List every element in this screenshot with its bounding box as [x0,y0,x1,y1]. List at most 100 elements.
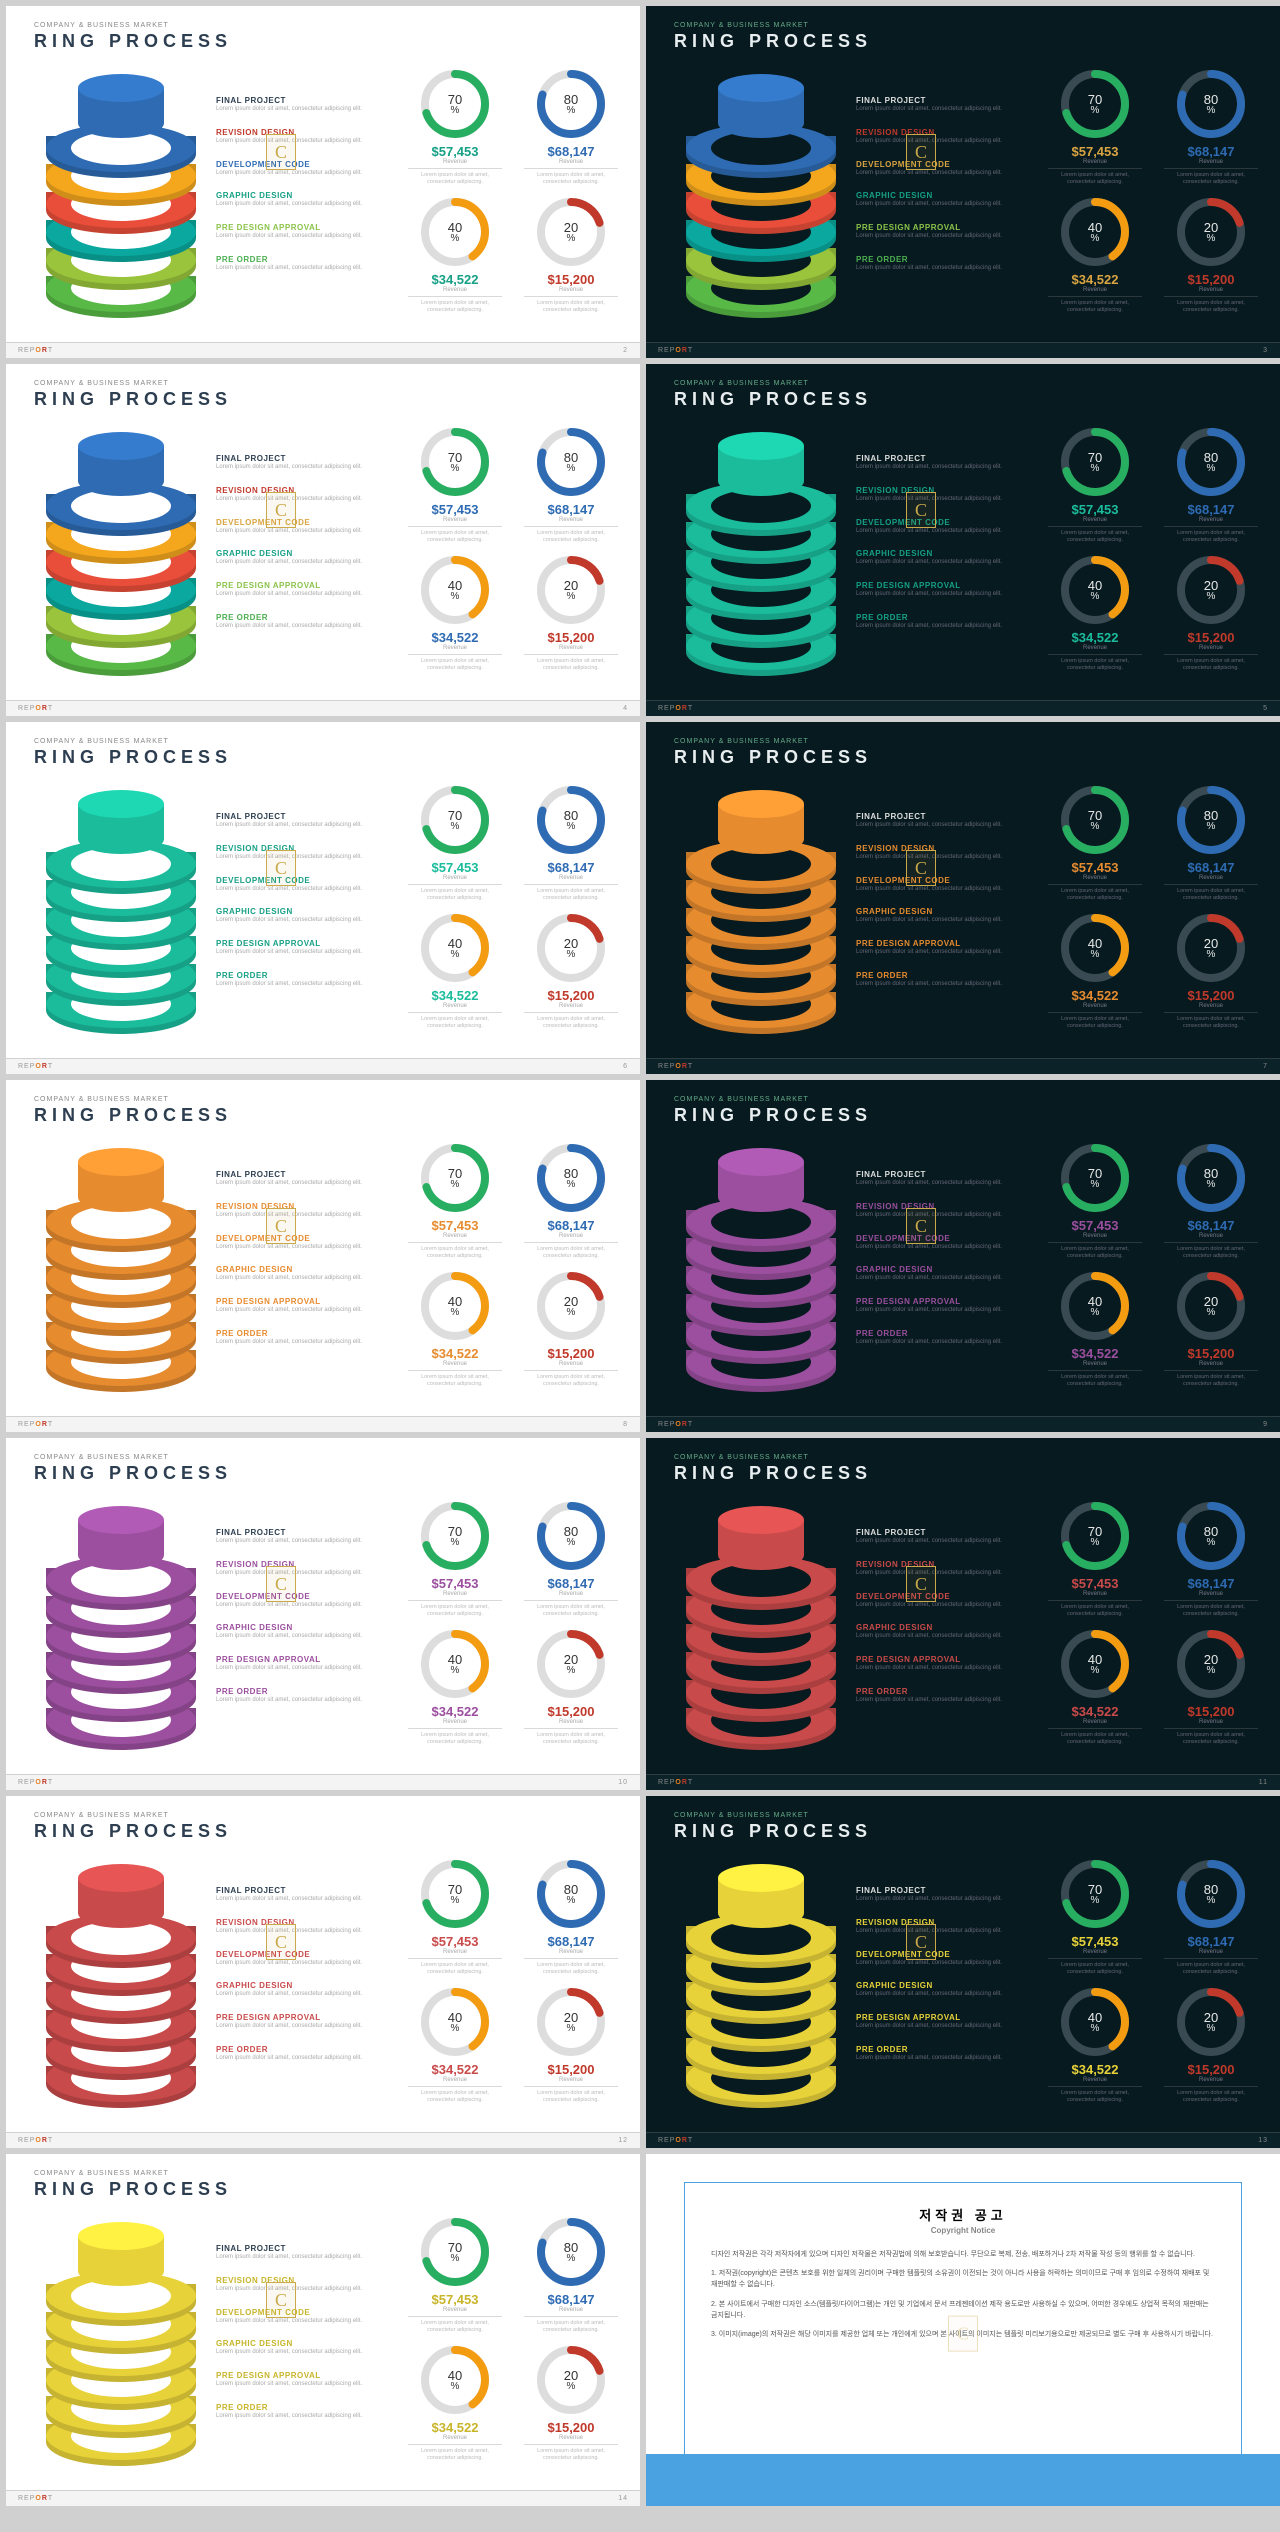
list-item-1: REVISION DESIGNLorem ipsum dolor sit ame… [856,1918,1046,1936]
metric-value: $57,453 [1048,1576,1142,1591]
header-subtitle: COMPANY & BUSINESS MARKET [674,22,872,29]
list-item-label: DEVELOPMENT CODE [856,876,1046,885]
list-item-0: FINAL PROJECTLorem ipsum dolor sit amet,… [856,1170,1046,1188]
metric-revenue-label: Revenue [1164,1003,1258,1013]
metrics-grid: 70% $57,453 Revenue Lorem ipsum dolor si… [1048,1858,1258,2105]
metric-value: $15,200 [524,988,618,1003]
donut-chart: 70% [1059,1142,1131,1214]
list-item-0: FINAL PROJECTLorem ipsum dolor sit amet,… [856,454,1046,472]
metric-1: 80% $68,147 Revenue Lorem ipsum dolor si… [524,784,618,902]
metric-2: 40% $34,522 Revenue Lorem ipsum dolor si… [408,1986,502,2104]
metric-revenue-label: Revenue [524,517,618,527]
metric-revenue-label: Revenue [524,645,618,655]
list-item-label: FINAL PROJECT [216,96,406,105]
metric-caption: Lorem ipsum dolor sit amet, consectetur … [408,1374,502,1388]
metric-revenue-label: Revenue [524,1361,618,1371]
slide-footer: REPORT2 [6,342,640,358]
list-item-1: REVISION DESIGNLorem ipsum dolor sit ame… [856,1202,1046,1220]
header-subtitle: COMPANY & BUSINESS MARKET [674,1454,872,1461]
award-badge-icon: C [906,1566,936,1602]
slide-header: COMPANY & BUSINESS MARKET RING PROCESS [674,738,872,768]
metric-value: $57,453 [408,502,502,517]
metric-value: $34,522 [408,272,502,287]
list-item-4: PRE DESIGN APPROVALLorem ipsum dolor sit… [856,223,1046,241]
cylinder-cap [78,74,164,102]
cylinder-cap [78,1506,164,1534]
donut-chart: 70% [419,68,491,140]
list-item-desc: Lorem ipsum dolor sit amet, consectetur … [216,1697,406,1705]
donut-chart: 70% [1059,426,1131,498]
list-item-label: FINAL PROJECT [216,1170,406,1179]
list-item-label: PRE DESIGN APPROVAL [216,223,406,232]
donut-percent: 40% [419,1986,491,2058]
metric-revenue-label: Revenue [408,159,502,169]
award-badge-icon: C [266,1924,296,1960]
metric-revenue-label: Revenue [1048,1591,1142,1601]
metric-0: 70% $57,453 Revenue Lorem ipsum dolor si… [408,1858,502,1976]
metric-value: $34,522 [1048,988,1142,1003]
metric-value: $34,522 [1048,272,1142,287]
metric-caption: Lorem ipsum dolor sit amet, consectetur … [408,1016,502,1030]
metric-value: $68,147 [1164,1934,1258,1949]
metric-caption: Lorem ipsum dolor sit amet, consectetur … [1164,2090,1258,2104]
process-list: FINAL PROJECTLorem ipsum dolor sit amet,… [856,454,1046,645]
page-number: 11 [1259,1779,1268,1786]
metric-revenue-label: Revenue [1164,287,1258,297]
metric-1: 80% $68,147 Revenue Lorem ipsum dolor si… [1164,1858,1258,1976]
award-badge-icon: C [906,850,936,886]
metric-1: 80% $68,147 Revenue Lorem ipsum dolor si… [1164,1142,1258,1260]
metric-revenue-label: Revenue [1048,1233,1142,1243]
page-number: 6 [623,1063,628,1070]
metric-value: $57,453 [408,2292,502,2307]
slide-2: COMPANY & BUSINESS MARKET RING PROCESS F… [6,6,640,358]
list-item-desc: Lorem ipsum dolor sit amet, consectetur … [856,1244,1046,1252]
list-item-desc: Lorem ipsum dolor sit amet, consectetur … [216,528,406,536]
donut-percent: 80% [1175,426,1247,498]
metric-revenue-label: Revenue [1048,1003,1142,1013]
metric-revenue-label: Revenue [408,2077,502,2087]
list-item-label: GRAPHIC DESIGN [856,191,1046,200]
list-item-desc: Lorem ipsum dolor sit amet, consectetur … [216,2286,406,2294]
list-item-label: DEVELOPMENT CODE [856,160,1046,169]
ring-stack [46,1854,196,2114]
metric-caption: Lorem ipsum dolor sit amet, consectetur … [1048,2090,1142,2104]
slide-footer: REPORT10 [6,1774,640,1790]
metric-2: 40% $34,522 Revenue Lorem ipsum dolor si… [1048,1986,1142,2104]
metric-revenue-label: Revenue [1164,1949,1258,1959]
metric-revenue-label: Revenue [524,2435,618,2445]
donut-chart: 80% [535,1142,607,1214]
metric-value: $34,522 [1048,1704,1142,1719]
metric-1: 80% $68,147 Revenue Lorem ipsum dolor si… [524,1142,618,1260]
list-item-5: PRE ORDERLorem ipsum dolor sit amet, con… [216,613,406,631]
list-item-label: REVISION DESIGN [856,1918,1046,1927]
footer-label: REPORT [658,705,693,712]
list-item-desc: Lorem ipsum dolor sit amet, consectetur … [856,1665,1046,1673]
metric-value: $15,200 [524,630,618,645]
header-subtitle: COMPANY & BUSINESS MARKET [34,380,232,387]
donut-percent: 20% [535,1628,607,1700]
list-item-label: REVISION DESIGN [216,844,406,853]
cylinder-cap [78,432,164,460]
list-item-desc: Lorem ipsum dolor sit amet, consectetur … [216,2349,406,2357]
list-item-desc: Lorem ipsum dolor sit amet, consectetur … [216,2381,406,2389]
header-title: RING PROCESS [34,31,232,52]
metrics-grid: 70% $57,453 Revenue Lorem ipsum dolor si… [1048,1142,1258,1389]
metric-2: 40% $34,522 Revenue Lorem ipsum dolor si… [408,1628,502,1746]
donut-chart: 20% [1175,554,1247,626]
header-title: RING PROCESS [674,1105,872,1126]
slide-header: COMPANY & BUSINESS MARKET RING PROCESS [674,380,872,410]
metric-caption: Lorem ipsum dolor sit amet, consectetur … [1164,1604,1258,1618]
metric-revenue-label: Revenue [408,875,502,885]
donut-percent: 40% [419,912,491,984]
donut-chart: 40% [419,1986,491,2058]
metric-caption: Lorem ipsum dolor sit amet, consectetur … [1048,888,1142,902]
donut-percent: 80% [535,2216,607,2288]
list-item-desc: Lorem ipsum dolor sit amet, consectetur … [216,1896,406,1904]
process-list: FINAL PROJECTLorem ipsum dolor sit amet,… [216,454,406,645]
metric-value: $15,200 [524,1704,618,1719]
metric-0: 70% $57,453 Revenue Lorem ipsum dolor si… [408,1142,502,1260]
list-item-5: PRE ORDERLorem ipsum dolor sit amet, con… [856,1687,1046,1705]
page-number: 14 [618,2495,628,2502]
award-badge-icon: C [266,492,296,528]
metric-value: $15,200 [524,2420,618,2435]
